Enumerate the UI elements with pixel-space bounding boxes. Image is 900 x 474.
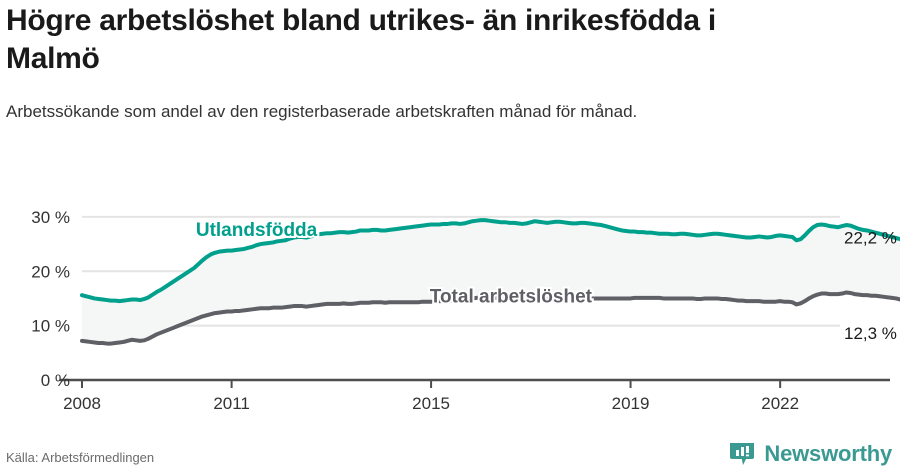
- y-axis-tick-label: 0 %: [41, 371, 70, 390]
- x-axis-tick-label: 2011: [213, 394, 250, 413]
- page-title: Högre arbetslöshet bland utrikes- än inr…: [6, 4, 716, 76]
- x-axis-tick-label: 2008: [63, 394, 101, 413]
- utlandsfodda-end-value: 22,2 %: [844, 228, 897, 247]
- series-band-fill: [82, 220, 900, 344]
- y-axis-tick-label: 20 %: [31, 262, 70, 281]
- x-axis-tick-labels: 2008 2011 2015 2019 2022: [63, 394, 799, 413]
- source-credit: Källa: Arbetsförmedlingen: [6, 450, 155, 465]
- brand-logo: Newsworthy: [730, 440, 892, 468]
- chart-container: 0 % 10 % 20 % 30 % 2008 2011 2015 2019 2022 Utl…: [0, 185, 900, 425]
- x-axis-group: [60, 378, 890, 388]
- chart-bubble-icon: [730, 443, 755, 465]
- y-axis-tick-label: 10 %: [31, 317, 70, 336]
- brand-name: Newsworthy: [764, 441, 892, 466]
- y-axis-tick-label: 30 %: [31, 208, 70, 227]
- x-axis-tick-label: 2022: [761, 394, 799, 413]
- x-axis-tick-label: 2015: [412, 394, 450, 413]
- series-lines-group: [80, 218, 900, 346]
- total-end-value: 12,3 %: [844, 324, 897, 343]
- utlandsfodda-inline-label: Utlandsfödda: [196, 220, 318, 241]
- series-line: [80, 218, 900, 304]
- line-chart: 0 % 10 % 20 % 30 % 2008 2011 2015 2019 2022 Utl…: [31, 208, 900, 413]
- page-subtitle: Arbetssökande som andel av den registerb…: [6, 102, 638, 121]
- chart-annotations: Utlandsfödda Total arbetslöshet 22,2 % 12,3…: [194, 218, 897, 343]
- between-series-band: [82, 220, 900, 344]
- series-line: [80, 290, 900, 346]
- y-axis-tick-labels: 0 % 10 % 20 % 30 %: [31, 208, 70, 390]
- x-axis-tick-label: 2019: [612, 394, 650, 413]
- total-inline-label: Total arbetslöshet: [430, 286, 593, 307]
